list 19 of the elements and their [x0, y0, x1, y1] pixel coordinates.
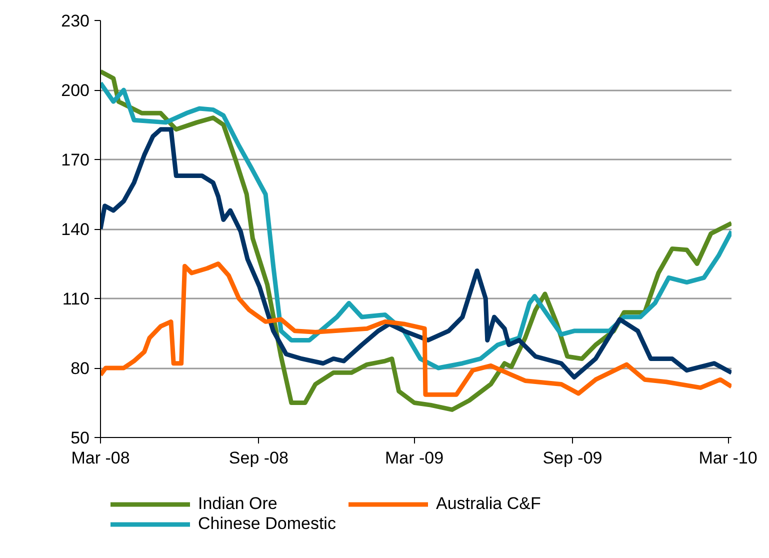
legend-label: Australia C&F — [436, 494, 542, 514]
x-tick-label: Mar -08 — [71, 448, 130, 468]
x-tick-label: Sep -08 — [228, 448, 288, 468]
y-tick-label: 140 — [61, 220, 90, 239]
line-series — [100, 69, 732, 412]
x-tick-label: Mar -10 — [698, 448, 758, 468]
x-tick-label: Mar -09 — [384, 448, 444, 468]
legend-label: Chinese Domestic — [198, 514, 337, 534]
line-series — [100, 80, 732, 370]
y-tick-label: 80 — [70, 359, 90, 378]
y-tick-label: 110 — [62, 290, 90, 308]
x-tick-label: Sep -09 — [542, 448, 602, 468]
legend-label: Indian Ore — [198, 494, 278, 514]
y-tick-label: 230 — [61, 12, 90, 30]
y-tick-label: 200 — [61, 81, 90, 100]
y-tick-label: 170 — [61, 150, 90, 170]
line-series — [100, 262, 732, 397]
y-tick-label: 50 — [70, 428, 90, 448]
line-series — [100, 127, 732, 380]
